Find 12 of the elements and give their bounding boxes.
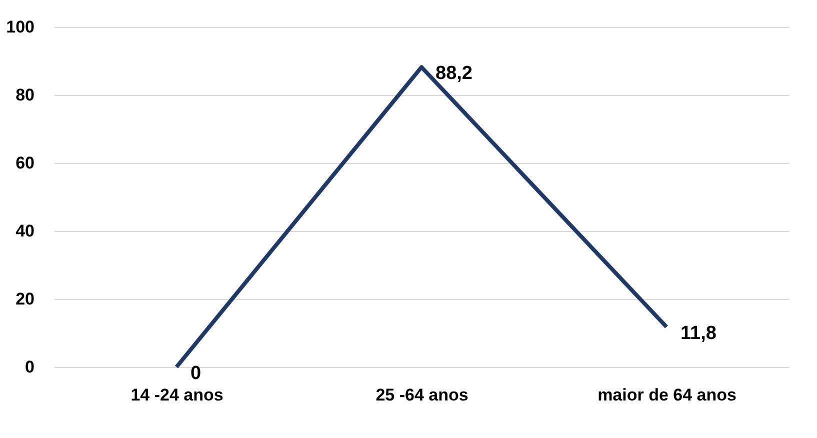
x-tick-label: maior de 64 anos [598, 386, 736, 404]
y-tick-label: 0 [25, 358, 34, 376]
x-tick-label: 25 -64 anos [376, 386, 468, 404]
y-tick-label: 40 [16, 222, 34, 240]
data-label: 88,2 [436, 63, 472, 84]
y-tick-label: 100 [6, 18, 34, 36]
y-tick-label: 20 [16, 290, 34, 308]
data-label: 0 [190, 363, 202, 384]
x-tick-label: 14 -24 anos [130, 386, 224, 404]
y-tick-label: 60 [16, 154, 34, 172]
data-label: 11,8 [680, 322, 716, 344]
y-tick-label: 80 [16, 86, 34, 104]
